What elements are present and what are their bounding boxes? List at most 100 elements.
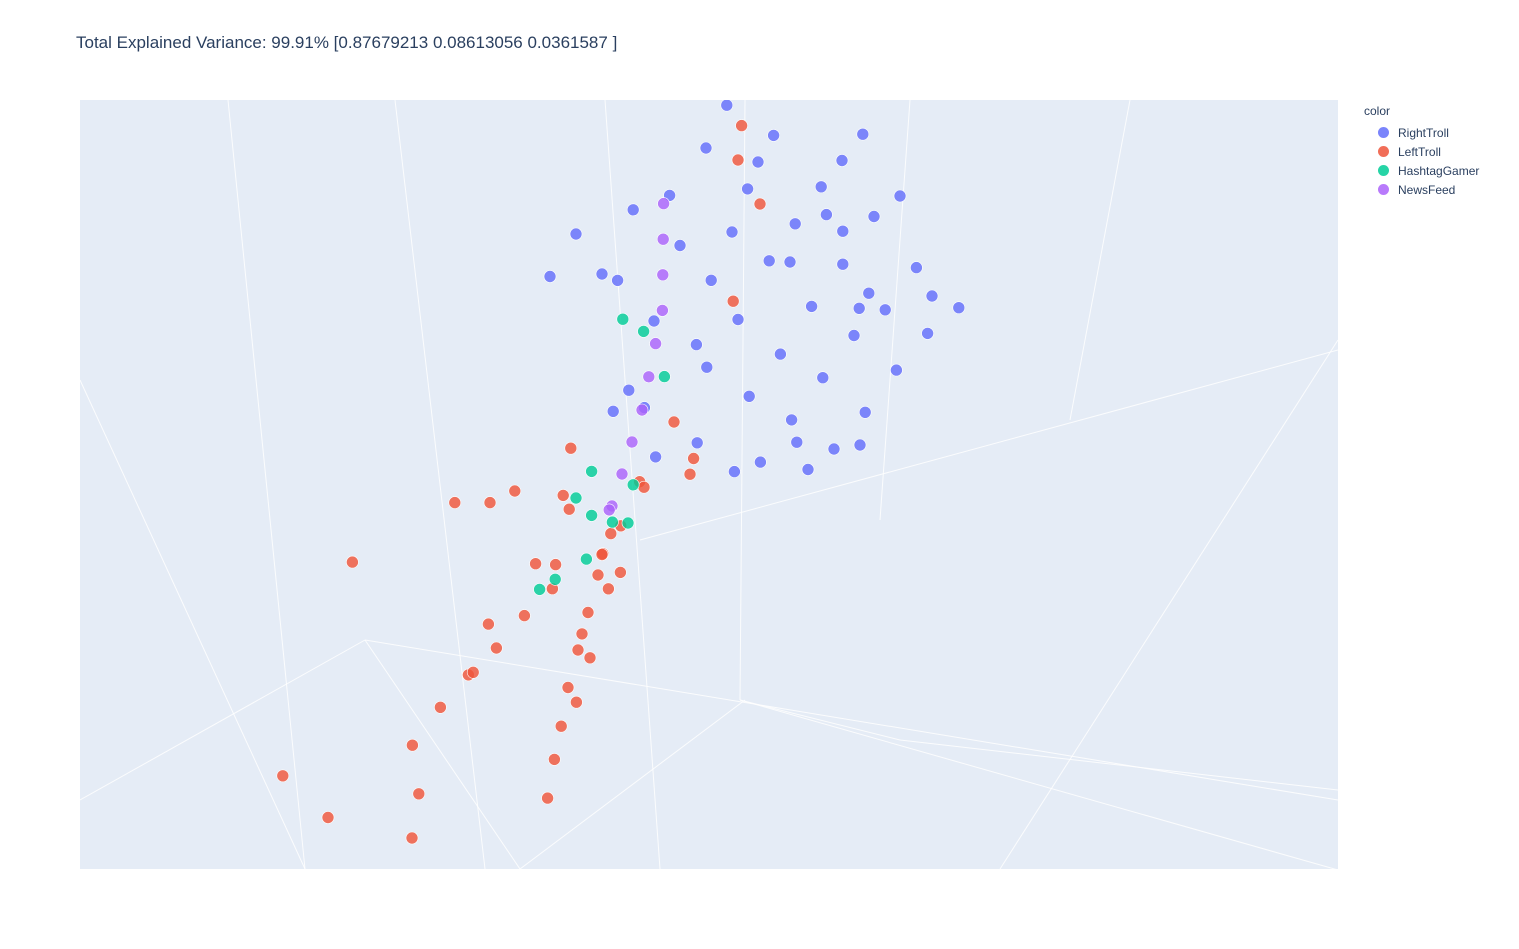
data-point[interactable] [726,294,740,308]
data-point[interactable] [625,435,639,449]
data-point[interactable] [890,363,903,377]
data-point[interactable] [731,153,745,167]
data-point[interactable] [548,572,562,586]
data-point[interactable] [606,404,620,418]
data-point[interactable] [728,465,741,478]
data-point[interactable] [690,436,704,450]
data-point[interactable] [602,582,615,596]
scene-3d[interactable] [80,100,1338,869]
data-point[interactable] [858,405,872,419]
data-point[interactable] [656,268,670,282]
data-point[interactable] [529,557,542,571]
data-point[interactable] [434,700,447,714]
data-point[interactable] [952,301,966,314]
data-point[interactable] [925,289,939,303]
data-point[interactable] [321,811,335,824]
data-point[interactable] [921,327,934,340]
data-point[interactable] [580,552,593,566]
data-point[interactable] [508,484,522,498]
data-point[interactable] [615,467,629,481]
legend-item-hashtaggamer[interactable]: HashtagGamer [1364,161,1479,180]
data-point[interactable] [483,496,497,509]
data-point[interactable] [533,583,546,596]
data-point[interactable] [595,548,609,561]
data-point[interactable] [602,503,616,517]
data-point[interactable] [836,257,850,271]
data-point[interactable] [805,300,818,313]
data-point[interactable] [649,337,662,350]
data-point[interactable] [853,438,867,452]
data-point[interactable] [835,154,849,167]
data-point[interactable] [847,329,861,342]
data-point[interactable] [554,719,568,733]
data-point[interactable] [616,312,630,326]
data-point[interactable] [405,831,419,845]
data-point[interactable] [753,197,767,211]
data-point[interactable] [642,370,656,384]
data-point[interactable] [785,413,798,427]
data-point[interactable] [518,609,531,622]
data-point[interactable] [562,502,576,516]
data-point[interactable] [820,208,833,221]
data-point[interactable] [548,753,561,766]
data-point[interactable] [490,641,503,655]
data-point[interactable] [635,403,649,417]
data-point[interactable] [656,232,670,246]
data-point[interactable] [893,189,907,203]
data-point[interactable] [751,155,765,169]
data-point[interactable] [561,681,575,694]
data-point[interactable] [690,338,703,351]
data-point[interactable] [801,463,815,476]
data-point[interactable] [767,129,780,142]
data-point[interactable] [569,227,583,241]
data-point[interactable] [657,197,670,210]
data-point[interactable] [637,480,651,494]
data-point[interactable] [742,389,756,403]
data-point[interactable] [649,450,662,464]
data-point[interactable] [621,516,635,530]
data-point[interactable] [569,491,583,505]
data-point[interactable] [667,415,681,429]
data-point[interactable] [448,496,462,509]
data-point[interactable] [606,515,619,529]
data-point[interactable] [543,270,557,283]
data-point[interactable] [482,617,495,631]
data-point[interactable] [683,467,697,481]
data-point[interactable] [571,643,585,657]
legend-item-lefttroll[interactable]: LeftTroll [1364,142,1479,161]
data-point[interactable] [626,203,640,217]
data-point[interactable] [346,555,359,569]
data-point[interactable] [656,304,669,317]
data-point[interactable] [687,452,700,465]
data-point[interactable] [852,302,866,315]
data-point[interactable] [466,665,480,679]
data-point[interactable] [611,274,624,287]
data-point[interactable] [731,313,745,326]
data-point[interactable] [637,325,650,338]
data-point[interactable] [720,100,734,112]
data-point[interactable] [762,254,776,268]
data-point[interactable] [647,314,661,328]
data-point[interactable] [699,141,713,155]
data-point[interactable] [556,489,570,502]
data-point[interactable] [541,791,554,805]
data-point[interactable] [412,787,426,801]
data-point[interactable] [827,442,841,456]
data-point[interactable] [406,738,419,752]
data-point[interactable] [585,509,598,522]
data-point[interactable] [570,695,583,709]
data-point[interactable] [856,127,870,141]
data-point[interactable] [754,455,767,469]
data-point[interactable] [741,182,754,196]
data-point[interactable] [614,566,627,579]
data-point[interactable] [276,769,290,783]
legend-item-righttroll[interactable]: RightTroll [1364,123,1479,142]
data-point[interactable] [549,558,562,571]
data-point[interactable] [591,568,605,582]
data-point[interactable] [564,441,578,455]
data-point[interactable] [658,370,671,383]
data-point[interactable] [700,360,714,374]
data-point[interactable] [585,465,598,478]
data-point[interactable] [575,627,589,641]
data-point[interactable] [783,255,797,269]
